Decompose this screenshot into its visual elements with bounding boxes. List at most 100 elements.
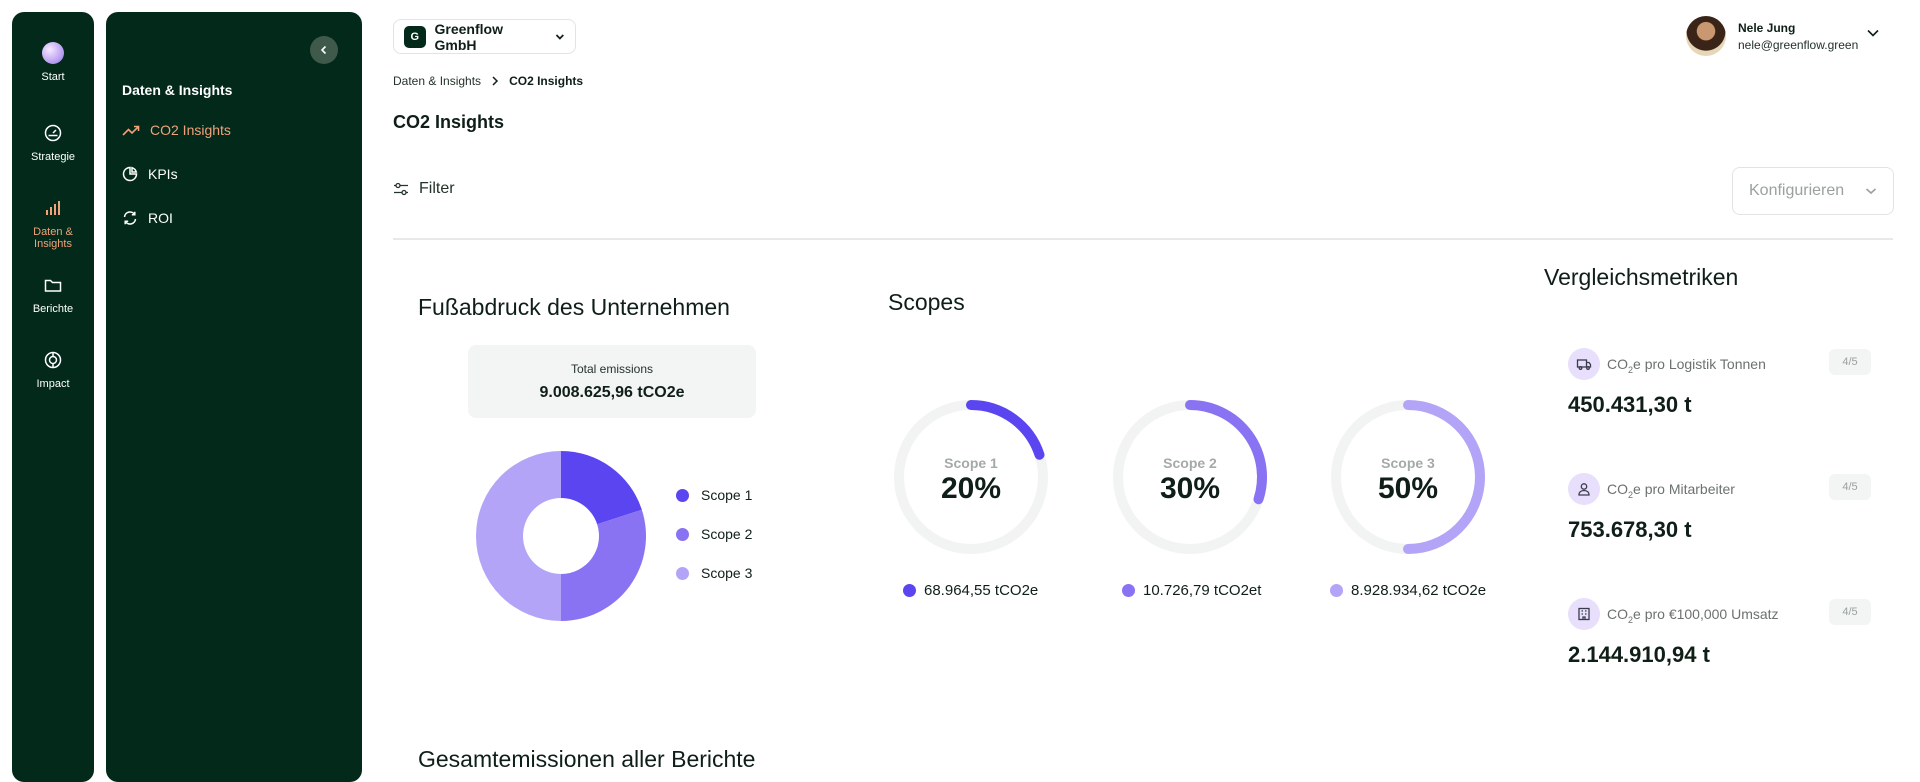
configure-placeholder: Konfigurieren: [1749, 182, 1845, 199]
metric-badge: 4/5: [1829, 474, 1871, 500]
configure-select[interactable]: Konfigurieren: [1732, 167, 1894, 215]
organization-select[interactable]: G Greenflow GmbH: [393, 19, 576, 54]
user-menu[interactable]: Nele Jung nele@greenflow.green: [1686, 16, 1858, 56]
breadcrumb-parent-link[interactable]: Daten & Insights: [393, 74, 482, 88]
sliders-icon: [394, 182, 408, 196]
nav-item-label: ROI: [148, 210, 173, 226]
ring-progress-arc: [1403, 400, 1485, 554]
scope-1-percent: 20%: [940, 472, 1002, 505]
pie-icon: [122, 166, 138, 182]
footprint-title: Fußabdruck des Unternehmen: [418, 294, 730, 320]
footprint-donut-chart: [476, 451, 646, 621]
pie-slice-scope-2: [561, 509, 646, 621]
total-emissions-value: 9.008.625,96 tCO2e: [539, 383, 685, 401]
legend-item-scope-3: Scope 3: [676, 565, 752, 581]
refresh-icon: [123, 211, 137, 225]
legend-dot: [676, 488, 689, 502]
rail-item-label: Strategie: [30, 151, 76, 163]
legend-item-scope-1: Scope 1: [676, 487, 752, 503]
metric-badge: 4/5: [1829, 349, 1871, 375]
collapse-panel-button[interactable]: [310, 36, 338, 64]
scope-1-value: 68.964,55 tCO2e: [903, 582, 1038, 599]
scope-value-text: 8.928.934,62 tCO2e: [1351, 582, 1487, 599]
chevron-right-icon: [492, 76, 499, 86]
ring-progress-arc: [966, 400, 1045, 460]
breadcrumb: Daten & Insights CO2 Insights: [393, 74, 583, 88]
scope-value-text: 68.964,55 tCO2e: [924, 582, 1039, 599]
user-email: nele@greenflow.green: [1738, 37, 1859, 52]
gauge-icon: [42, 122, 64, 144]
nav-item-kpis[interactable]: KPIs: [122, 166, 178, 182]
globe-icon: [42, 349, 64, 371]
comparison-title: Vergleichsmetriken: [1544, 264, 1739, 290]
rail-item-berichte[interactable]: Berichte: [12, 274, 94, 315]
breadcrumb-current: CO2 Insights: [509, 74, 584, 88]
scope-dot: [903, 584, 916, 597]
icon-rail: Start Strategie Daten & Insights Bericht…: [12, 12, 94, 782]
user-name: Nele Jung: [1738, 20, 1796, 35]
total-emissions-section-title: Gesamtemissionen aller Berichte: [418, 746, 756, 772]
scope-2-percent: 30%: [1159, 472, 1221, 505]
nav-item-label: KPIs: [148, 166, 178, 182]
nav-item-roi[interactable]: ROI: [122, 210, 173, 226]
truck-icon: [1568, 348, 1600, 380]
ring-progress-arc: [1185, 400, 1267, 505]
legend-item-scope-2: Scope 2: [676, 526, 752, 542]
scope-3-ring-label: Scope 3: [1381, 455, 1435, 471]
bar-chart-icon: [42, 197, 64, 219]
divider: [393, 238, 1893, 240]
metric-value: 753.678,30 t: [1568, 517, 1692, 542]
secondary-nav-panel: Daten & Insights CO2 Insights KPIs ROI: [106, 12, 362, 782]
metric-badge: 4/5: [1829, 599, 1871, 625]
scope-2-ring: [1113, 400, 1267, 554]
scope-3-value: 8.928.934,62 tCO2e: [1330, 582, 1486, 599]
scope-dot: [1122, 584, 1135, 597]
rail-item-strategie[interactable]: Strategie: [12, 122, 94, 163]
scope-1-ring-label: Scope 1: [944, 455, 998, 471]
rail-item-label: Daten & Insights: [33, 226, 73, 250]
user-icon: [1568, 473, 1600, 505]
scope-value-text: 10.726,79 tCO2et: [1143, 582, 1262, 599]
filter-label: Filter: [419, 180, 455, 197]
legend-label: Scope 2: [701, 526, 753, 542]
nav-item-label: CO2 Insights: [150, 122, 231, 138]
legend-label: Scope 1: [701, 487, 753, 503]
metric-label: CO2e pro Logistik Tonnen: [1607, 356, 1766, 375]
trend-up-icon: [122, 125, 140, 136]
org-name: Greenflow GmbH: [434, 20, 503, 53]
chevron-down-icon: [1865, 188, 1877, 195]
rail-item-impact[interactable]: Impact: [12, 349, 94, 390]
scope-2-value: 10.726,79 tCO2et: [1122, 582, 1261, 599]
metric-label: CO2e pro Mitarbeiter: [1607, 481, 1735, 500]
rail-item-label: Berichte: [32, 303, 74, 315]
metric-value: 450.431,30 t: [1568, 392, 1692, 417]
rail-item-start[interactable]: Start: [12, 42, 94, 83]
scopes-title: Scopes: [888, 289, 965, 315]
filter-button[interactable]: Filter: [393, 180, 455, 198]
rail-item-label: Impact: [36, 378, 70, 390]
page-title: CO2 Insights: [393, 112, 505, 132]
building-icon: [1568, 598, 1600, 630]
scope-3-percent: 50%: [1377, 472, 1439, 505]
user-menu-chevron-icon[interactable]: [1866, 28, 1880, 38]
scope-dot: [1330, 584, 1343, 597]
orb-icon: [42, 42, 64, 64]
metric-label: CO2e pro €100,000 Umsatz: [1607, 606, 1779, 625]
pie-slice-scope-3: [476, 451, 561, 621]
org-logo: G: [404, 25, 426, 48]
legend-dot: [676, 566, 689, 580]
rail-item-daten-insights[interactable]: Daten & Insights: [12, 197, 94, 250]
avatar: [1686, 16, 1726, 56]
nav-item-co2-insights[interactable]: CO2 Insights: [122, 122, 231, 138]
total-emissions-label: Total emissions: [570, 361, 654, 376]
scope-2-ring-label: Scope 2: [1163, 455, 1217, 471]
legend-dot: [676, 527, 689, 541]
chevron-down-icon: [556, 33, 565, 40]
chevron-left-icon: [320, 45, 327, 55]
pie-slice-scope-1: [561, 451, 642, 525]
folder-icon: [42, 274, 64, 296]
rail-item-label: Start: [41, 71, 65, 83]
metric-value: 2.144.910,94 t: [1568, 642, 1710, 667]
scope-3-ring: [1331, 400, 1485, 554]
total-emissions-card: Total emissions 9.008.625,96 tCO2e: [468, 345, 756, 418]
